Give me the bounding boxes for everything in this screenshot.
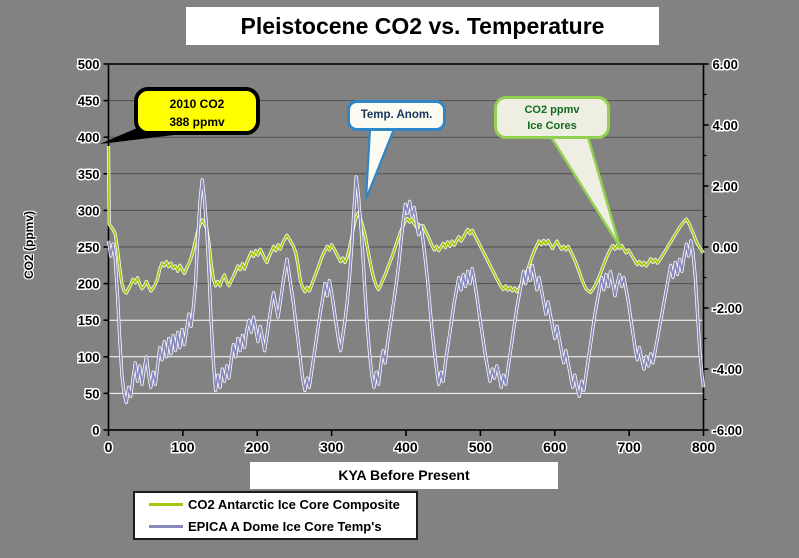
right-tick-label: -6.00	[713, 423, 743, 438]
left-tick-label: 400	[78, 130, 100, 145]
x-tick-label: 300	[320, 439, 344, 455]
legend-swatch-temp	[149, 525, 183, 528]
callout-co2-ice-cores-line1: CO2 ppmv	[524, 104, 580, 116]
legend: CO2 Antarctic Ice Core Composite EPICA A…	[133, 491, 418, 540]
left-tick-label: 0	[92, 423, 99, 438]
x-tick-label: 200	[246, 439, 270, 455]
left-tick-label: 150	[78, 313, 100, 328]
left-tick-label: 250	[78, 240, 100, 255]
callout-temp-anom: Temp. Anom.	[347, 100, 446, 131]
right-tick-label: 0.00	[713, 240, 738, 255]
left-tick-label: 200	[78, 277, 100, 292]
x-tick-label: 500	[469, 439, 493, 455]
x-tick-label: 600	[543, 439, 567, 455]
right-tick-label: -6.00	[713, 423, 743, 438]
legend-item-temp: EPICA A Dome Ice Core Temp's	[149, 518, 416, 536]
legend-label-temp: EPICA A Dome Ice Core Temp's	[188, 519, 382, 534]
right-tick-label: 0.00	[713, 240, 738, 255]
legend-label-co2: CO2 Antarctic Ice Core Composite	[188, 497, 400, 512]
left-axis-title: CO2 (ppmv)	[22, 211, 36, 280]
x-tick-label: 0	[105, 439, 113, 455]
callout-temp-anom-label: Temp. Anom.	[360, 109, 433, 121]
series-line-1	[107, 175, 705, 404]
left-tick-label: 0	[92, 423, 99, 438]
right-tick-label: -4.00	[713, 362, 743, 377]
x-tick-label: 300	[320, 439, 344, 455]
callout-co2-ice-cores: CO2 ppmv Ice Cores	[494, 96, 610, 139]
callout-cores-tail	[548, 135, 622, 248]
x-tick-label: 700	[617, 439, 641, 455]
right-tick-label: -2.00	[713, 301, 743, 316]
left-tick-label: 450	[78, 94, 100, 109]
x-tick-label: 100	[171, 439, 195, 455]
x-tick-label: 400	[394, 439, 418, 455]
x-tick-label: 500	[469, 439, 493, 455]
left-tick-label: 300	[78, 203, 100, 218]
left-tick-label: 350	[78, 167, 100, 182]
left-tick-label: 500	[78, 57, 100, 72]
x-tick-label: 100	[171, 439, 195, 455]
chart-title-text: Pleistocene CO2 vs. Temperature	[240, 13, 605, 39]
callout-co2-ice-cores-line2: Ice Cores	[527, 120, 577, 132]
legend-item-co2: CO2 Antarctic Ice Core Composite	[149, 496, 416, 514]
right-tick-label: 6.00	[713, 57, 738, 72]
left-tick-label: 50	[85, 386, 99, 401]
left-tick-label: 400	[78, 130, 100, 145]
right-tick-label: 6.00	[713, 57, 738, 72]
x-tick-label: 0	[105, 439, 113, 455]
left-tick-label: 450	[78, 94, 100, 109]
left-tick-label: 250	[78, 240, 100, 255]
left-tick-label: 150	[78, 313, 100, 328]
x-tick-label: 800	[692, 439, 716, 455]
left-tick-label: 50	[85, 386, 99, 401]
left-tick-label: 100	[78, 350, 100, 365]
x-axis-title-text: KYA Before Present	[338, 467, 470, 483]
left-tick-label: 100	[78, 350, 100, 365]
x-tick-label: 700	[617, 439, 641, 455]
callout-2010-co2-line2: 388 ppmv	[169, 115, 225, 129]
x-tick-label: 600	[543, 439, 567, 455]
x-tick-label: 200	[246, 439, 270, 455]
chart-title: Pleistocene CO2 vs. Temperature	[186, 7, 659, 45]
right-tick-label: 4.00	[713, 118, 738, 133]
legend-swatch-co2	[149, 503, 183, 506]
right-tick-label: 2.00	[713, 179, 738, 194]
right-tick-label: -4.00	[713, 362, 743, 377]
right-tick-label: 4.00	[713, 118, 738, 133]
right-tick-label: 2.00	[713, 179, 738, 194]
callout-2010-co2: 2010 CO2 388 ppmv	[134, 87, 260, 135]
left-tick-label: 350	[78, 167, 100, 182]
left-tick-label: 300	[78, 203, 100, 218]
left-tick-label: 500	[78, 57, 100, 72]
callout-temp-tail	[364, 127, 396, 200]
callout-2010-co2-line1: 2010 CO2	[169, 97, 225, 111]
x-tick-label: 800	[692, 439, 716, 455]
left-tick-label: 200	[78, 277, 100, 292]
x-tick-label: 400	[394, 439, 418, 455]
x-axis-title: KYA Before Present	[250, 462, 558, 489]
right-tick-label: -2.00	[713, 301, 743, 316]
